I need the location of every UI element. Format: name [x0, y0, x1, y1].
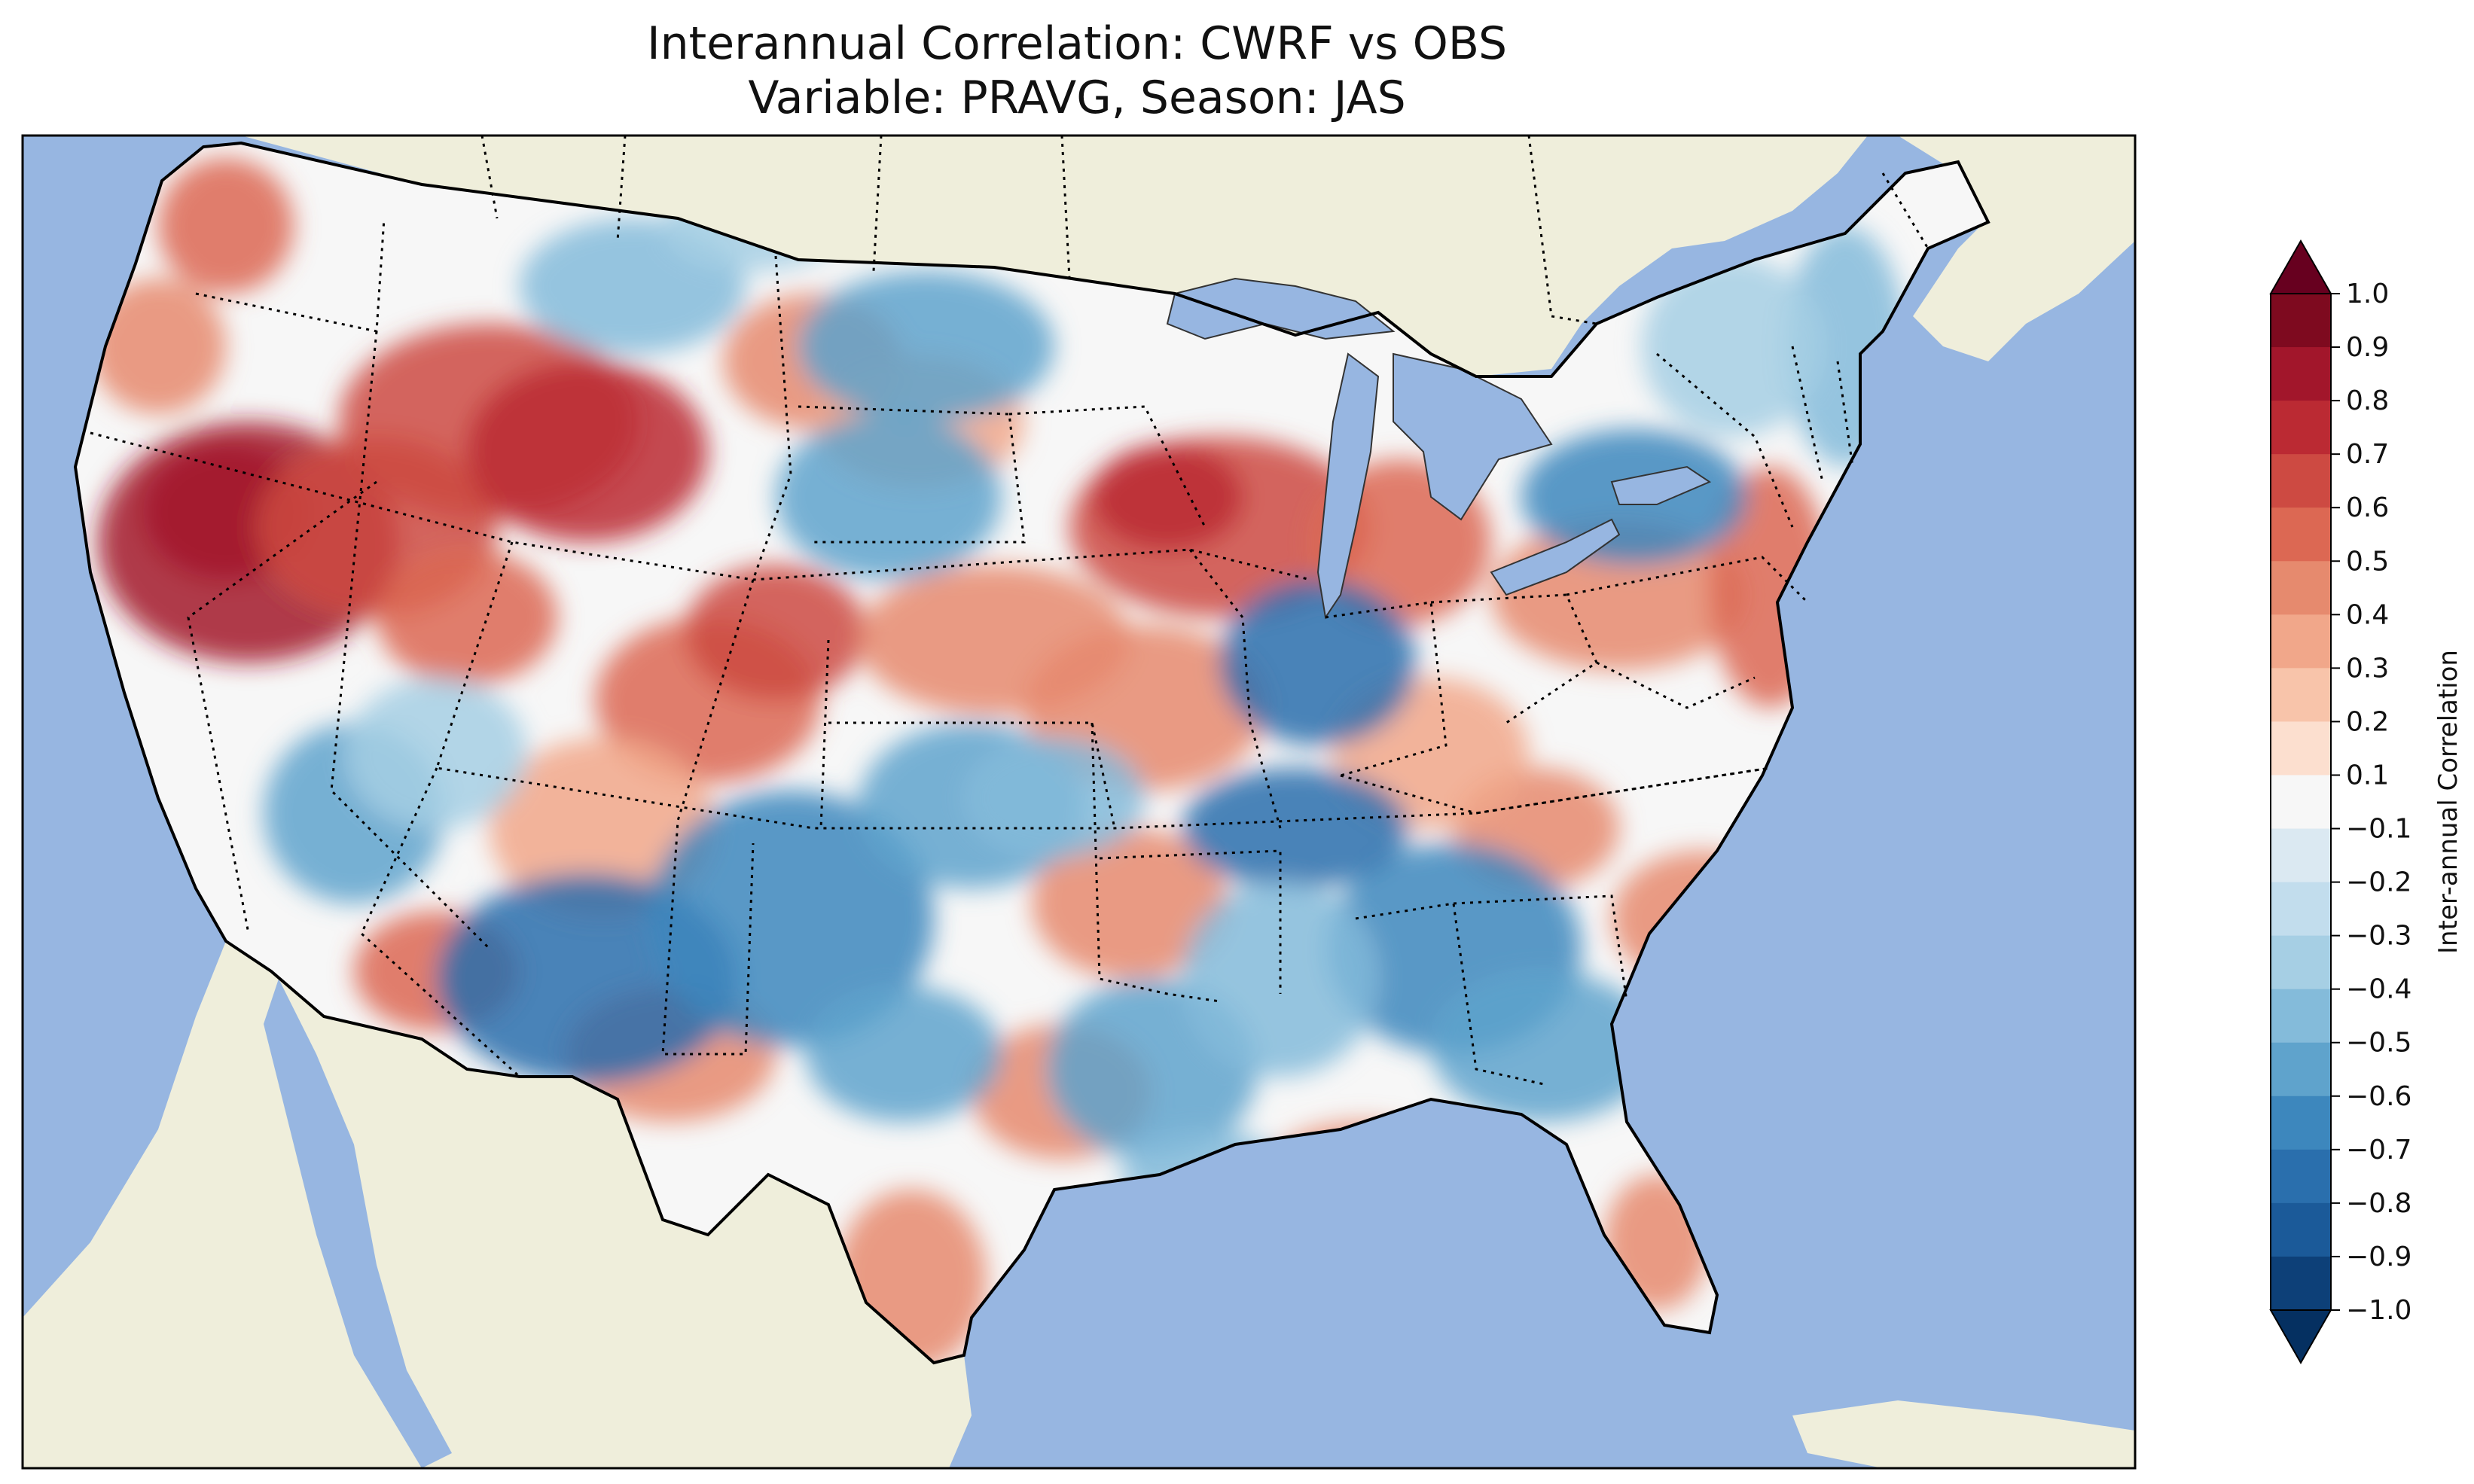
- colorbar-tick-label: −1.0: [2346, 1295, 2411, 1326]
- colorbar-bin: [2271, 561, 2331, 615]
- colorbar-bin: [2271, 882, 2331, 937]
- colorbar-tick-label: 0.7: [2346, 439, 2389, 470]
- negative-correlation-area: [1182, 768, 1408, 888]
- positive-correlation-area: [1032, 828, 1228, 979]
- colorbar-bin: [2271, 989, 2331, 1044]
- colorbar-bin: [2271, 614, 2331, 669]
- lake-michigan: [1316, 352, 1380, 620]
- province-boundaries: [480, 135, 1929, 325]
- cuba-landmass: [1792, 1400, 2135, 1468]
- mexico-landmass: [23, 941, 972, 1468]
- lake-ontario: [1610, 465, 1712, 505]
- colorbar-label: Inter-annual Correlation: [2433, 650, 2463, 954]
- colorbar-bin: [2271, 1042, 2331, 1097]
- negative-correlation-area: [1642, 256, 1823, 437]
- colorbar-bin: [2271, 1095, 2331, 1150]
- colorbar-bin: [2271, 401, 2331, 455]
- lake-huron: [1393, 352, 1553, 521]
- colorbar-tick-label: 0.8: [2346, 385, 2389, 416]
- positive-correlation-area: [377, 550, 557, 685]
- negative-correlation-area: [1431, 971, 1657, 1122]
- colorbar-bin: [2271, 935, 2331, 990]
- colorbar-bin: [2271, 828, 2331, 883]
- colorbar-bin: [2271, 1149, 2331, 1204]
- colorbar-bin: [2271, 775, 2331, 830]
- colorbar-tick-label: 0.4: [2346, 599, 2389, 630]
- colorbar-tick-label: −0.8: [2346, 1188, 2411, 1219]
- colorbar-bin: [2271, 668, 2331, 722]
- colorbar-lower-extension: [2269, 1309, 2332, 1365]
- negative-correlation-area: [806, 986, 1002, 1122]
- positive-correlation-area: [90, 279, 226, 414]
- canada-landmass: [241, 136, 1868, 376]
- lake-erie: [1490, 518, 1621, 596]
- negative-correlation-area: [648, 791, 934, 1047]
- colorbar-bin: [2271, 294, 2331, 348]
- colorbar-frame: [2270, 293, 2332, 1311]
- colorbar: 1.0 0.9 0.8 0.7 0.6 0.5 0.4 0.3 0.2 0.1 −0.1 −0.2 −0…: [2269, 239, 2463, 1365]
- positive-correlation-area: [158, 158, 294, 294]
- colorbar-bin: [2271, 507, 2331, 562]
- negative-correlation-area: [798, 271, 1054, 422]
- international-borders: [225, 142, 1176, 1220]
- colorbar-bin: [2271, 347, 2331, 401]
- colorbar-bin: [2271, 454, 2331, 508]
- map-frame: [21, 134, 2137, 1470]
- map-border: [21, 134, 2137, 1470]
- colorbar-tick-label: −0.7: [2346, 1135, 2411, 1166]
- chart-title: Interannual Correlation: CWRF vs OBS: [647, 17, 1507, 70]
- negative-correlation-area: [346, 678, 527, 828]
- colorbar-bin: [2271, 1202, 2331, 1257]
- colorbar-tick-label: 0.9: [2346, 332, 2389, 363]
- colorbar-tick-label: −0.4: [2346, 974, 2411, 1005]
- positive-correlation-area: [467, 361, 708, 542]
- negative-correlation-area: [1220, 580, 1416, 745]
- colorbar-tick-label: 0.5: [2346, 546, 2389, 577]
- colorbar-upper-extension: [2269, 239, 2332, 294]
- colorbar-tick-label: −0.3: [2346, 921, 2411, 952]
- colorbar-tick-label: 0.6: [2346, 492, 2389, 523]
- state-boundaries: [90, 218, 1854, 1086]
- colorbar-tick-label: −0.1: [2346, 814, 2411, 845]
- colorbar-tick-label: 1.0: [2346, 279, 2389, 309]
- colorbar-bin: [2271, 721, 2331, 776]
- colorbar-tick-label: −0.6: [2346, 1081, 2411, 1112]
- colorbar-tick-label: 0.2: [2346, 706, 2389, 737]
- colorbar-tick-label: 0.3: [2346, 653, 2389, 684]
- gulf-of-california: [264, 979, 452, 1468]
- colorbar-bin: [2271, 1256, 2331, 1311]
- colorbar-tick-label: −0.5: [2346, 1028, 2411, 1059]
- colorbar-tick-label: −0.2: [2346, 867, 2411, 898]
- correlation-field: [75, 143, 1988, 1363]
- colorbar-tick-label: 0.1: [2346, 760, 2389, 791]
- positive-correlation-area: [1092, 444, 1243, 550]
- maritimes-landmass: [1898, 136, 2135, 361]
- chart-subtitle: Variable: PRAVG, Season: JAS: [748, 72, 1405, 124]
- positive-correlation-area: [685, 565, 866, 700]
- negative-correlation-area: [964, 738, 1145, 858]
- negative-correlation-area: [776, 414, 1002, 580]
- colorbar-tick-label: −0.9: [2346, 1242, 2411, 1272]
